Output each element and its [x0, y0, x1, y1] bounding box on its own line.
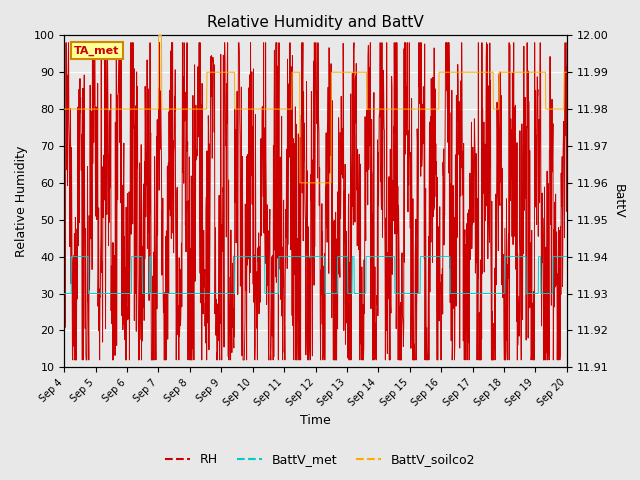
Y-axis label: BattV: BattV [612, 184, 625, 218]
Text: TA_met: TA_met [74, 45, 120, 56]
Legend: RH, BattV_met, BattV_soilco2: RH, BattV_met, BattV_soilco2 [159, 448, 481, 471]
X-axis label: Time: Time [300, 414, 331, 427]
Y-axis label: Relative Humidity: Relative Humidity [15, 145, 28, 257]
Title: Relative Humidity and BattV: Relative Humidity and BattV [207, 15, 424, 30]
